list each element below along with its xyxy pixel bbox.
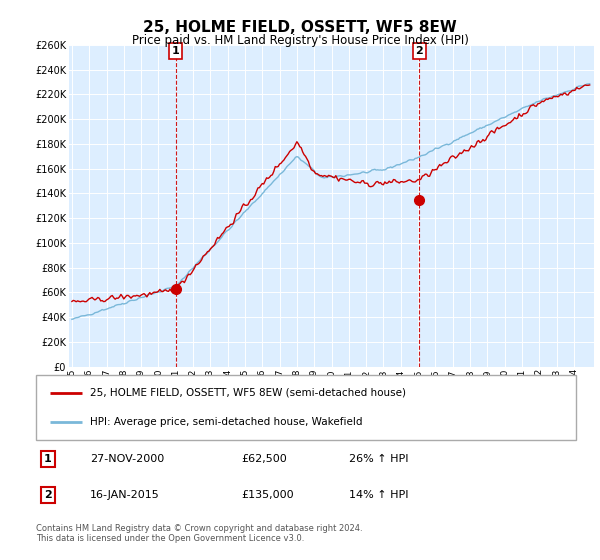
Text: 1: 1	[44, 454, 52, 464]
FancyBboxPatch shape	[36, 375, 576, 440]
Text: Price paid vs. HM Land Registry's House Price Index (HPI): Price paid vs. HM Land Registry's House …	[131, 34, 469, 46]
Text: 27-NOV-2000: 27-NOV-2000	[90, 454, 164, 464]
Text: 2: 2	[416, 46, 424, 56]
Text: 2: 2	[44, 491, 52, 500]
Text: £62,500: £62,500	[241, 454, 287, 464]
Text: £135,000: £135,000	[241, 491, 294, 500]
Text: 25, HOLME FIELD, OSSETT, WF5 8EW (semi-detached house): 25, HOLME FIELD, OSSETT, WF5 8EW (semi-d…	[90, 388, 406, 398]
Text: 14% ↑ HPI: 14% ↑ HPI	[349, 491, 409, 500]
Text: HPI: Average price, semi-detached house, Wakefield: HPI: Average price, semi-detached house,…	[90, 417, 362, 427]
Text: 25, HOLME FIELD, OSSETT, WF5 8EW: 25, HOLME FIELD, OSSETT, WF5 8EW	[143, 20, 457, 35]
Text: 1: 1	[172, 46, 179, 56]
Text: 26% ↑ HPI: 26% ↑ HPI	[349, 454, 409, 464]
Text: 16-JAN-2015: 16-JAN-2015	[90, 491, 160, 500]
Text: Contains HM Land Registry data © Crown copyright and database right 2024.
This d: Contains HM Land Registry data © Crown c…	[36, 524, 362, 543]
